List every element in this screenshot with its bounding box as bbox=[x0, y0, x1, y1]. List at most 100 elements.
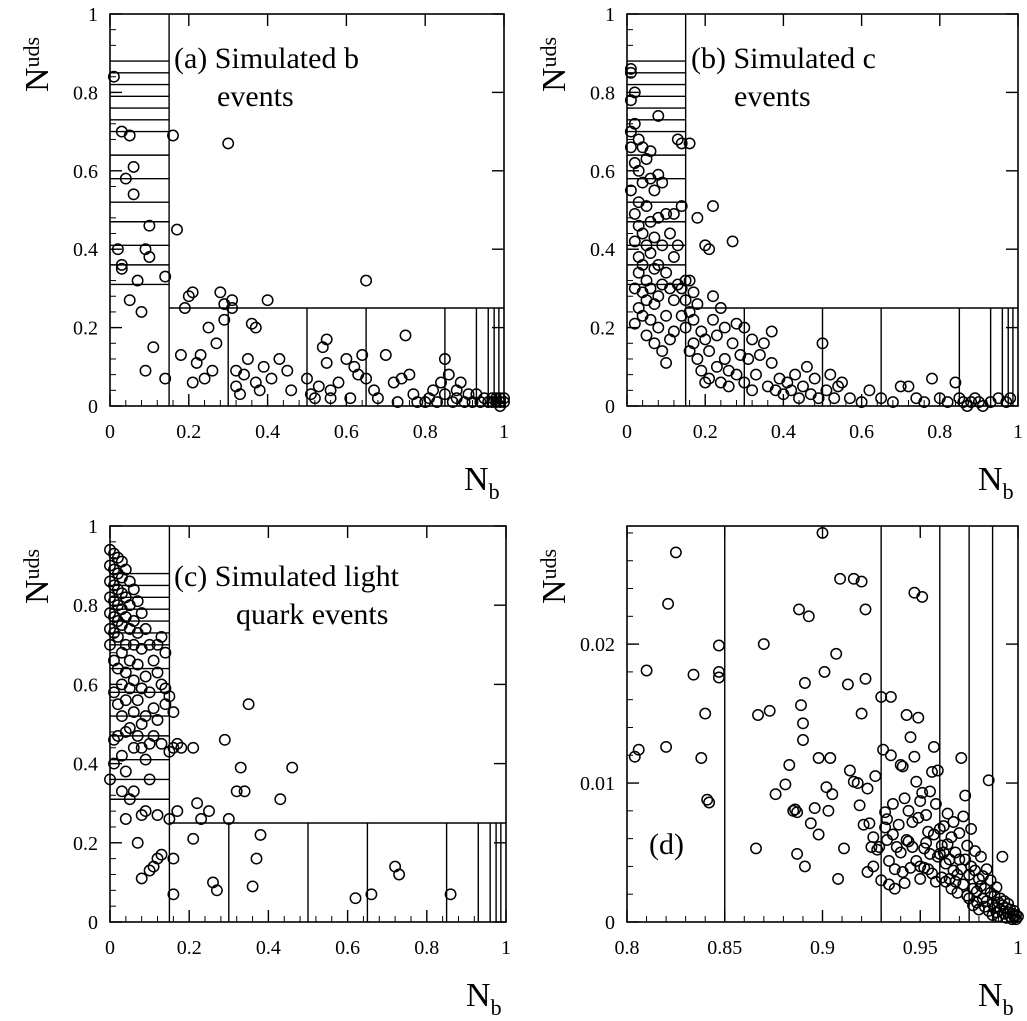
x-tick-label: 1 bbox=[1013, 937, 1023, 959]
data-point bbox=[793, 603, 805, 616]
data-point bbox=[498, 392, 510, 405]
data-point bbox=[800, 360, 813, 373]
data-point bbox=[360, 274, 373, 287]
data-point bbox=[808, 802, 821, 815]
data-point bbox=[779, 778, 792, 791]
data-point bbox=[892, 818, 905, 831]
y-axis-title: Nuds bbox=[536, 37, 573, 92]
x-axis-title-subscript: b bbox=[491, 995, 502, 1020]
data-point bbox=[875, 392, 888, 405]
data-point bbox=[648, 184, 661, 197]
data-point bbox=[356, 349, 369, 361]
y-tick-label: 0.8 bbox=[590, 82, 615, 104]
data-point bbox=[104, 543, 116, 556]
data-point bbox=[119, 563, 132, 576]
data-point bbox=[701, 793, 714, 806]
y-axis-title-subscript: uds bbox=[536, 549, 561, 580]
data-point bbox=[108, 595, 120, 608]
data-point bbox=[855, 707, 868, 720]
data-point bbox=[111, 551, 124, 564]
data-point bbox=[879, 821, 892, 834]
data-point bbox=[920, 836, 933, 849]
data-point bbox=[139, 670, 152, 683]
data-point bbox=[104, 559, 116, 572]
data-point bbox=[108, 611, 120, 624]
data-point bbox=[832, 380, 845, 393]
data-point bbox=[119, 666, 132, 679]
data-points bbox=[104, 543, 457, 905]
data-point bbox=[234, 761, 247, 774]
data-point bbox=[246, 880, 259, 893]
data-point bbox=[785, 384, 798, 397]
data-point bbox=[254, 828, 267, 841]
data-point bbox=[403, 368, 416, 381]
data-point bbox=[238, 785, 251, 798]
data-point bbox=[187, 741, 200, 754]
data-point bbox=[174, 349, 187, 361]
data-point bbox=[746, 384, 759, 397]
plot-frame bbox=[109, 525, 507, 923]
data-point bbox=[498, 396, 510, 409]
data-point bbox=[123, 129, 136, 142]
data-point bbox=[881, 813, 893, 826]
data-point bbox=[957, 810, 970, 823]
data-point bbox=[906, 816, 919, 828]
data-point bbox=[108, 563, 120, 576]
data-point bbox=[427, 384, 440, 397]
data-point bbox=[238, 368, 250, 381]
data-point bbox=[957, 396, 970, 409]
data-point bbox=[853, 799, 866, 812]
data-point bbox=[669, 546, 682, 559]
data-point bbox=[961, 400, 974, 412]
x-axis-title-main: N bbox=[466, 977, 491, 1014]
y-tick-label: 0 bbox=[605, 912, 615, 934]
data-point bbox=[953, 827, 966, 840]
data-point bbox=[695, 752, 708, 764]
panel-annotation: events bbox=[734, 80, 811, 113]
data-point bbox=[628, 86, 641, 99]
data-point bbox=[411, 396, 424, 409]
data-point bbox=[624, 66, 637, 79]
data-point bbox=[867, 860, 880, 873]
x-tick-label: 1 bbox=[501, 937, 511, 959]
data-point bbox=[1012, 910, 1024, 923]
data-point bbox=[178, 302, 191, 314]
data-point bbox=[922, 863, 935, 876]
data-point bbox=[628, 207, 641, 220]
data-point bbox=[859, 603, 872, 616]
data-point bbox=[640, 329, 653, 342]
data-point bbox=[718, 353, 731, 365]
data-point bbox=[791, 847, 804, 860]
x-tick-label: 0.6 bbox=[335, 937, 360, 959]
data-point bbox=[139, 364, 152, 377]
panel-annotation: quark events bbox=[236, 598, 388, 631]
data-point bbox=[886, 396, 899, 409]
data-point bbox=[992, 910, 1005, 923]
data-point bbox=[703, 243, 716, 256]
data-point bbox=[859, 672, 872, 685]
data-point bbox=[127, 160, 140, 173]
data-point bbox=[111, 243, 124, 256]
data-point bbox=[855, 396, 868, 409]
panel-annotation: (b) Simulated c bbox=[691, 42, 876, 75]
data-point bbox=[167, 706, 180, 719]
data-point bbox=[660, 309, 673, 322]
data-point bbox=[816, 526, 829, 539]
data-point bbox=[746, 333, 759, 346]
data-point bbox=[679, 274, 692, 287]
data-point bbox=[135, 607, 148, 620]
data-point bbox=[391, 396, 404, 409]
data-point bbox=[687, 337, 700, 350]
x-tick-label: 0.8 bbox=[927, 421, 952, 443]
data-point bbox=[707, 290, 719, 303]
data-point bbox=[765, 356, 778, 369]
data-point bbox=[871, 843, 884, 856]
data-point bbox=[797, 717, 809, 730]
data-point bbox=[628, 117, 641, 130]
data-point bbox=[127, 706, 140, 719]
data-point bbox=[824, 752, 837, 764]
data-point bbox=[906, 841, 919, 853]
data-point bbox=[143, 686, 156, 699]
